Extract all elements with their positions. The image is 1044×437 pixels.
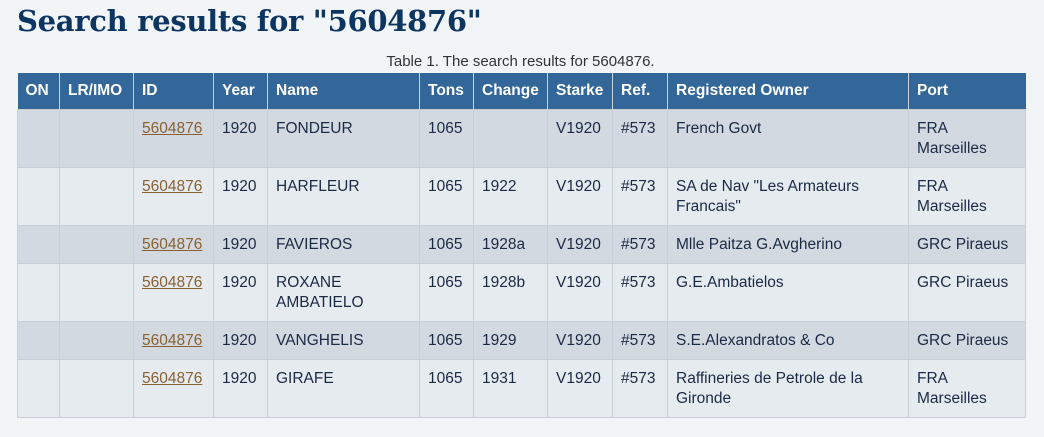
cell-starke: V1920 (547, 359, 613, 418)
cell-tons: 1065 (419, 225, 474, 264)
results-table: ON LR/IMO ID Year Name Tons Change Starke Ref. Re… (17, 73, 1026, 418)
column-header: Ref. (612, 73, 668, 110)
column-header: ID (133, 73, 214, 110)
cell-lr (59, 263, 134, 322)
cell-on (17, 167, 60, 226)
cell-lr (59, 321, 134, 360)
table-row: 5604876 1920 FAVIEROS 1065 1928a V1920 #573 Mll… (17, 225, 1026, 264)
column-header: Port (908, 73, 1026, 110)
cell-ref: #573 (612, 321, 668, 360)
cell-ref: #573 (612, 167, 668, 226)
cell-name: GIRAFE (267, 359, 420, 418)
id-link[interactable]: 5604876 (142, 178, 203, 195)
table-header: ON LR/IMO ID Year Name Tons Change Starke Ref. Re… (17, 73, 1026, 110)
cell-id: 5604876 (133, 321, 214, 360)
table-row: 5604876 1920 VANGHELIS 1065 1929 V1920 #573 S.E… (17, 321, 1026, 360)
cell-starke: V1920 (547, 321, 613, 360)
cell-port: GRC Piraeus (908, 225, 1026, 264)
cell-owner: Raffineries de Petrole de la Gironde (667, 359, 909, 418)
cell-name: FONDEUR (267, 109, 420, 168)
cell-lr (59, 225, 134, 264)
cell-port: GRC Piraeus (908, 321, 1026, 360)
cell-port: FRA Marseilles (908, 167, 1026, 226)
cell-change: 1931 (473, 359, 548, 418)
cell-lr (59, 167, 134, 226)
cell-starke: V1920 (547, 225, 613, 264)
cell-ref: #573 (612, 109, 668, 168)
id-link[interactable]: 5604876 (142, 332, 203, 349)
cell-tons: 1065 (419, 167, 474, 226)
cell-id: 5604876 (133, 167, 214, 226)
column-header: Year (213, 73, 268, 110)
id-link[interactable]: 5604876 (142, 120, 203, 137)
cell-port: FRA Marseilles (908, 109, 1026, 168)
cell-port: GRC Piraeus (908, 263, 1026, 322)
table-row: 5604876 1920 GIRAFE 1065 1931 V1920 #573 Raffin… (17, 359, 1026, 418)
cell-on (17, 321, 60, 360)
cell-starke: V1920 (547, 109, 613, 168)
cell-year: 1920 (213, 225, 268, 264)
cell-owner: French Govt (667, 109, 909, 168)
cell-change (473, 109, 548, 168)
cell-owner: S.E.Alexandratos & Co (667, 321, 909, 360)
cell-name: FAVIEROS (267, 225, 420, 264)
cell-tons: 1065 (419, 109, 474, 168)
cell-year: 1920 (213, 167, 268, 226)
column-header: Registered Owner (667, 73, 909, 110)
cell-name: ROXANE AMBATIELO (267, 263, 420, 322)
cell-change: 1928b (473, 263, 548, 322)
column-header: LR/IMO (59, 73, 134, 110)
cell-tons: 1065 (419, 359, 474, 418)
cell-id: 5604876 (133, 109, 214, 168)
cell-on (17, 359, 60, 418)
column-header: ON (17, 73, 60, 110)
cell-name: VANGHELIS (267, 321, 420, 360)
cell-owner: SA de Nav "Les Armateurs Francais" (667, 167, 909, 226)
column-header: Name (267, 73, 420, 110)
column-header: Tons (419, 73, 474, 110)
cell-starke: V1920 (547, 263, 613, 322)
cell-year: 1920 (213, 359, 268, 418)
cell-ref: #573 (612, 225, 668, 264)
cell-port: FRA Marseilles (908, 359, 1026, 418)
cell-year: 1920 (213, 321, 268, 360)
table-row: 5604876 1920 ROXANE AMBATIELO 1065 1928b V192… (17, 263, 1026, 322)
table-row: 5604876 1920 HARFLEUR 1065 1922 V1920 #573 SA d… (17, 167, 1026, 226)
cell-id: 5604876 (133, 263, 214, 322)
cell-on (17, 109, 60, 168)
cell-on (17, 225, 60, 264)
id-link[interactable]: 5604876 (142, 236, 203, 253)
cell-change: 1922 (473, 167, 548, 226)
column-header: Starke (547, 73, 613, 110)
cell-lr (59, 109, 134, 168)
cell-name: HARFLEUR (267, 167, 420, 226)
cell-tons: 1065 (419, 263, 474, 322)
cell-change: 1929 (473, 321, 548, 360)
cell-owner: Mlle Paitza G.Avgherino (667, 225, 909, 264)
id-link[interactable]: 5604876 (142, 370, 203, 387)
column-header: Change (473, 73, 548, 110)
cell-tons: 1065 (419, 321, 474, 360)
cell-ref: #573 (612, 263, 668, 322)
cell-starke: V1920 (547, 167, 613, 226)
table-caption: Table 1. The search results for 5604876. (386, 53, 655, 70)
cell-owner: G.E.Ambatielos (667, 263, 909, 322)
page-title: Search results for "5604876" (17, 4, 482, 38)
cell-lr (59, 359, 134, 418)
cell-on (17, 263, 60, 322)
cell-year: 1920 (213, 109, 268, 168)
cell-year: 1920 (213, 263, 268, 322)
table-row: 5604876 1920 FONDEUR 1065 V1920 #573 French Go… (17, 109, 1026, 168)
cell-id: 5604876 (133, 225, 214, 264)
cell-id: 5604876 (133, 359, 214, 418)
id-link[interactable]: 5604876 (142, 274, 203, 291)
cell-ref: #573 (612, 359, 668, 418)
cell-change: 1928a (473, 225, 548, 264)
